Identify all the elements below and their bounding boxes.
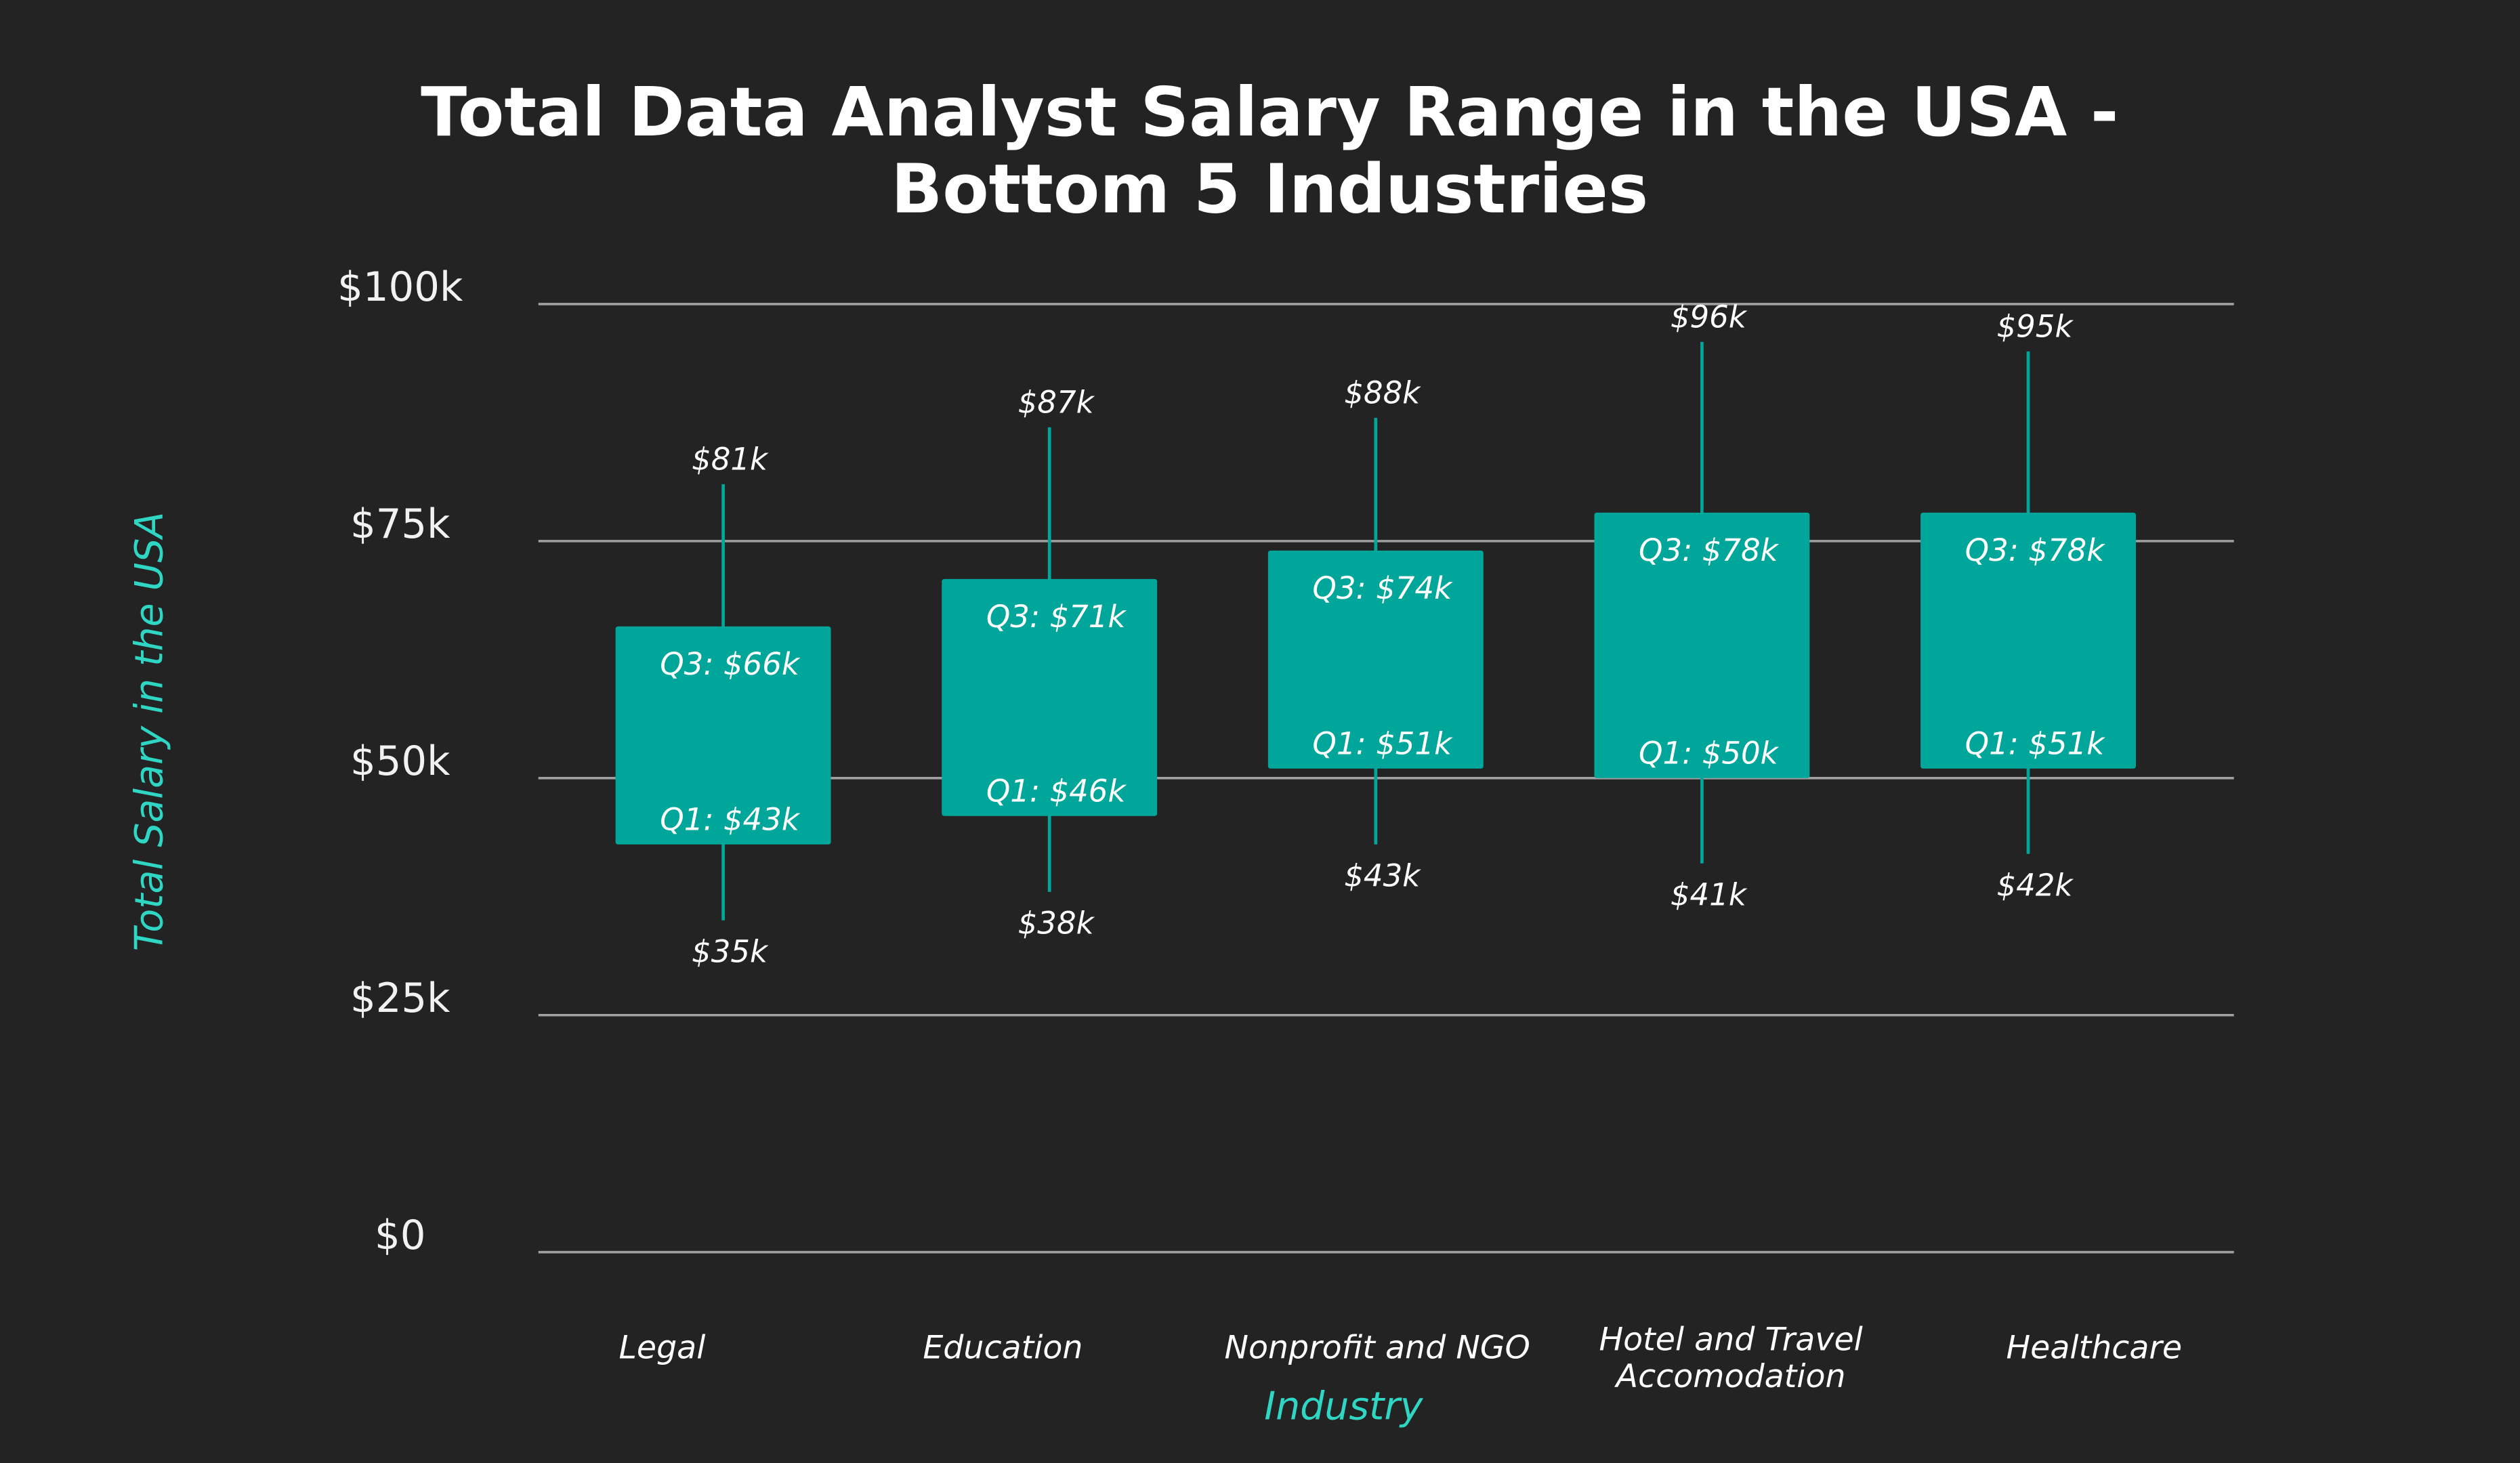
box xyxy=(1267,550,1484,769)
min-label: $42k xyxy=(1996,867,2074,903)
q1-label: Q1: $43k xyxy=(660,801,801,837)
box-group: $95k $42k Q3: $78k Q1: $51k xyxy=(1920,309,2136,903)
x-category-label: Hotel and Travel xyxy=(1599,1321,1862,1358)
box-group: $81k $35k Q3: $66k Q1: $43k xyxy=(615,442,831,969)
box xyxy=(615,626,831,845)
box xyxy=(1920,512,2136,769)
y-tick-label: $0 xyxy=(375,1212,425,1258)
min-label: $43k xyxy=(1344,857,1421,893)
max-label: $88k xyxy=(1344,375,1421,411)
q1-label: Q1: $51k xyxy=(1965,725,2106,761)
box-group: $87k $38k Q3: $71k Q1: $46k xyxy=(942,385,1158,941)
x-category-label: Nonprofit and NGO xyxy=(1224,1329,1530,1366)
q3-label: Q3: $78k xyxy=(1639,532,1780,568)
min-label: $35k xyxy=(692,933,769,969)
q3-label: Q3: $74k xyxy=(1312,570,1453,606)
x-category-label: Education xyxy=(923,1329,1083,1366)
box-group: $88k $43k Q3: $74k Q1: $51k xyxy=(1267,375,1484,893)
box xyxy=(942,578,1158,816)
y-tick-label: $100k xyxy=(337,263,463,310)
x-category-label: Legal xyxy=(618,1329,705,1366)
max-label: $81k xyxy=(692,442,769,478)
chart-title-line-2: Bottom 5 Industries xyxy=(891,151,1648,229)
x-axis-title: Industry xyxy=(1264,1384,1423,1428)
x-axis-categories: Legal Education Nonprofit and NGO Hotel and… xyxy=(618,1321,2182,1395)
min-label: $41k xyxy=(1671,876,1748,912)
q1-label: Q1: $46k xyxy=(986,773,1127,809)
box-group: $96k $41k Q3: $78k Q1: $50k xyxy=(1594,299,1810,912)
q1-label: Q1: $51k xyxy=(1312,725,1453,761)
y-tick-label: $75k xyxy=(350,501,450,547)
x-category-label: Healthcare xyxy=(2006,1329,2182,1366)
q3-label: Q3: $66k xyxy=(660,646,801,682)
q3-label: Q3: $71k xyxy=(986,599,1127,635)
max-label: $87k xyxy=(1018,385,1095,421)
chart-title-line-1: Total Data Analyst Salary Range in the U… xyxy=(421,74,2118,152)
q3-label: Q3: $78k xyxy=(1965,532,2106,568)
y-axis-ticks: $0 $25k $50k $75k $100k xyxy=(337,263,463,1258)
y-tick-label: $25k xyxy=(350,975,450,1021)
max-label: $96k xyxy=(1671,299,1748,335)
box xyxy=(1594,512,1810,778)
x-category-label: Accomodation xyxy=(1614,1358,1846,1395)
boxes: $81k $35k Q3: $66k Q1: $43k $87k $38k Q3: $71k… xyxy=(615,299,2136,969)
q1-label: Q1: $50k xyxy=(1639,735,1780,771)
min-label: $38k xyxy=(1018,905,1095,941)
y-axis-title: Total Salary in the USA xyxy=(127,512,172,952)
y-tick-label: $50k xyxy=(350,738,450,784)
max-label: $95k xyxy=(1996,309,2074,345)
